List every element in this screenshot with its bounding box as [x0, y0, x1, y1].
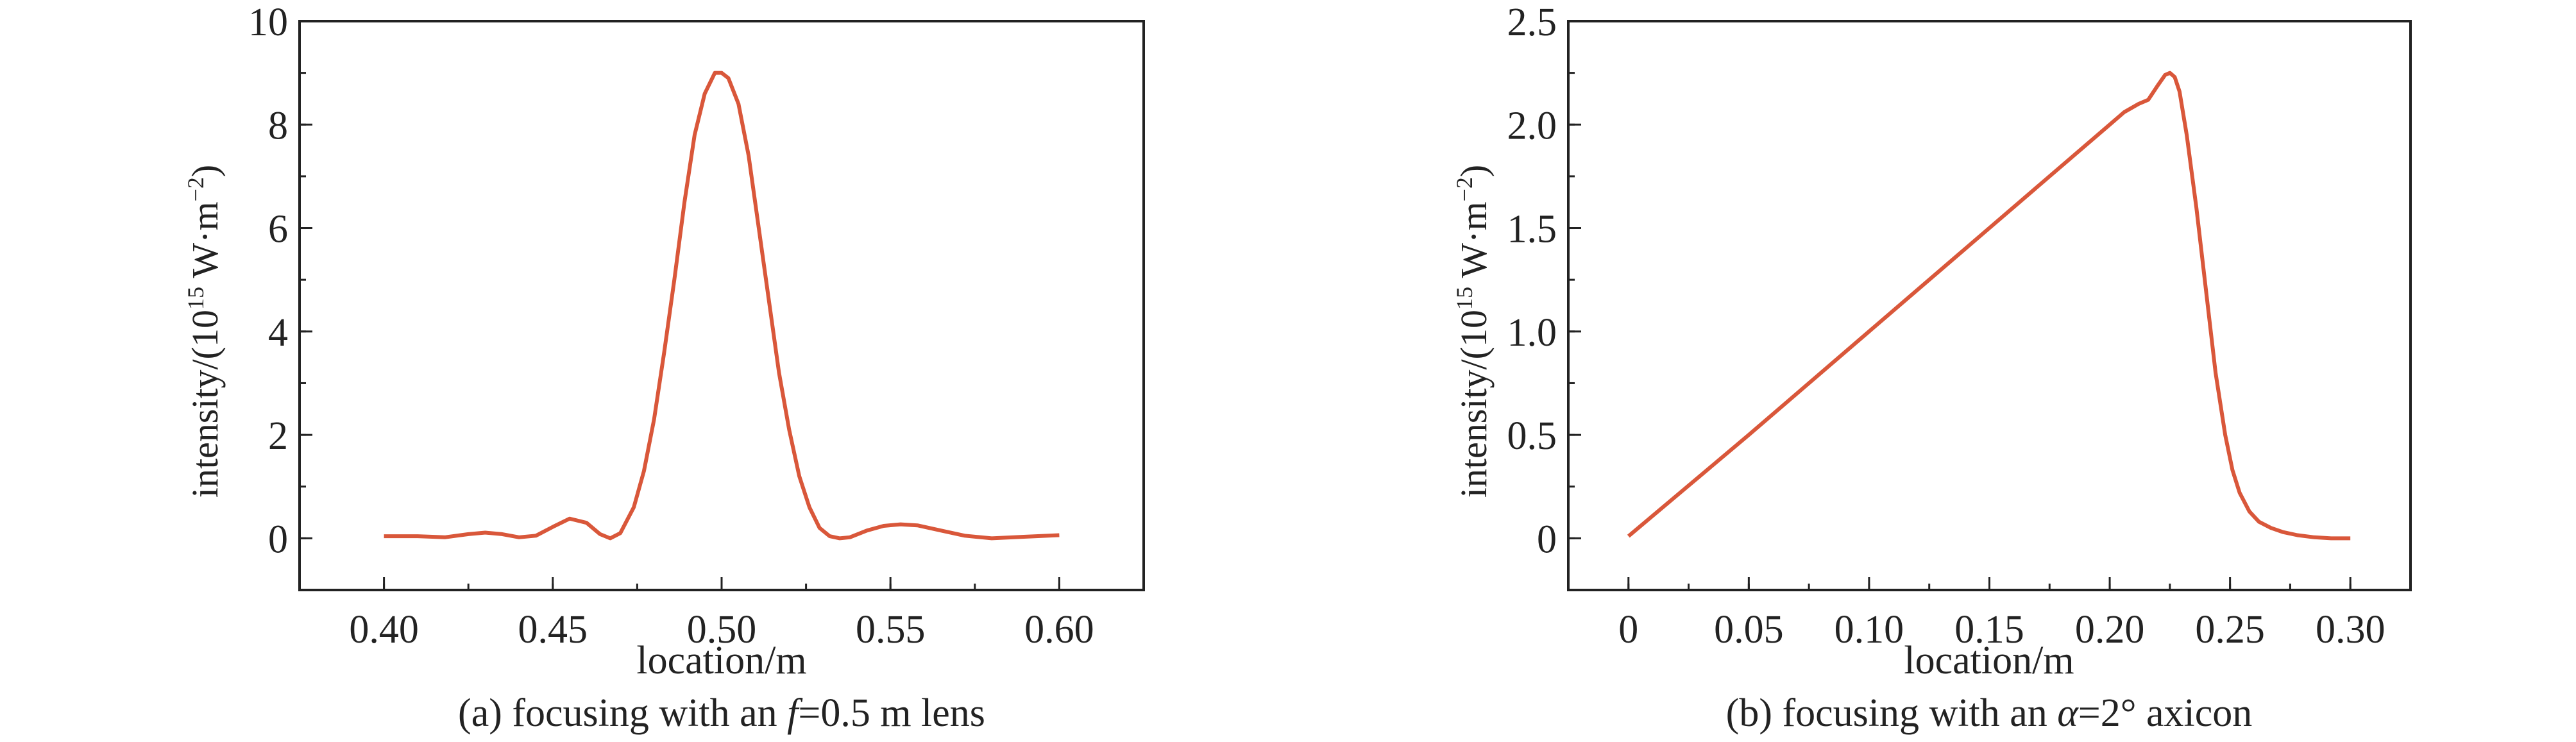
y-tick-label: 0: [268, 518, 288, 561]
caption-text: (a) focusing with an: [458, 691, 787, 735]
y-label-exponent: −2: [183, 177, 208, 201]
y-label-unit: W·m: [1453, 201, 1495, 287]
y-label-text: intensity/(10: [1453, 310, 1495, 498]
x-tick-label: 0.05: [1714, 608, 1784, 652]
x-tick-label: 0.25: [2195, 608, 2265, 652]
caption-text: (b) focusing with an: [1726, 691, 2058, 735]
x-tick-label: 0.10: [1835, 608, 1904, 652]
caption-text: =0.5 m lens: [798, 691, 985, 735]
x-tick-label: 0: [1618, 608, 1638, 652]
x-tick-label: 0.30: [2316, 608, 2385, 652]
x-tick-label: 0.55: [856, 608, 926, 652]
y-tick-label: 2.5: [1507, 1, 1557, 44]
intensity-curve: [1627, 71, 2351, 541]
y-label-exponent: 15: [183, 287, 208, 310]
x-axis-label: location/m: [1904, 639, 2074, 682]
x-tick-label: 0.20: [2075, 608, 2145, 652]
y-tick-label: 2.0: [1507, 104, 1557, 148]
y-tick-label: 8: [268, 104, 288, 148]
x-tick-label: 0.60: [1024, 608, 1094, 652]
x-axis-label: location/m: [636, 639, 806, 682]
y-tick-label: 10: [248, 1, 288, 44]
y-tick-label: 1.0: [1507, 311, 1557, 355]
y-label-exponent: −2: [1452, 177, 1477, 201]
y-tick-label: 0.5: [1507, 414, 1557, 458]
y-tick-label: 0: [1537, 518, 1557, 561]
caption-symbol: α: [2057, 691, 2079, 735]
intensity-curve: [384, 71, 1060, 541]
y-axis-label: intensity/(1015 W·m−2): [1452, 165, 1495, 498]
y-label-text: intensity/(10: [184, 310, 226, 498]
y-tick-label: 6: [268, 208, 288, 251]
panel-caption: (b) focusing with an α=2° axicon: [1726, 691, 2253, 735]
x-tick-label: 0.50: [687, 608, 757, 652]
caption-text: =2° axicon: [2078, 691, 2253, 735]
y-label-close: ): [1453, 165, 1495, 177]
y-tick-label: 1.5: [1507, 208, 1557, 251]
y-label-close: ): [184, 165, 226, 177]
y-tick-label: 4: [268, 311, 288, 355]
y-label-unit: W·m: [184, 201, 226, 287]
y-axis-label: intensity/(1015 W·m−2): [183, 165, 226, 498]
panel-b-axicon-focusing: 0 0.05 0.10 0.15 0.20 0.25 0.30 0 0.5 1.0 1.5 2.0 2.…: [1452, 1, 2412, 735]
plot-frame: [1567, 20, 2412, 591]
y-tick-label: 2: [268, 414, 288, 458]
x-tick-label: 0.45: [518, 608, 588, 652]
panel-a-lens-focusing: 0.40 0.45 0.50 0.55 0.60 0 2 4 6 8 10 location/m int…: [183, 1, 1145, 735]
y-label-exponent: 15: [1452, 287, 1477, 310]
panel-caption: (a) focusing with an f=0.5 m lens: [458, 691, 985, 735]
x-tick-label: 0.40: [349, 608, 419, 652]
x-tick-label: 0.15: [1954, 608, 2024, 652]
plot-frame: [298, 20, 1145, 591]
